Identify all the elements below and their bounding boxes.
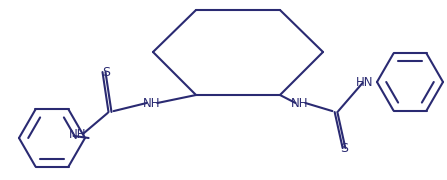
Text: S: S	[102, 66, 110, 78]
Text: S: S	[340, 141, 348, 154]
Text: NH: NH	[291, 96, 309, 109]
Text: HN: HN	[356, 75, 374, 89]
Text: NH: NH	[143, 96, 161, 109]
Text: NH: NH	[69, 129, 87, 141]
